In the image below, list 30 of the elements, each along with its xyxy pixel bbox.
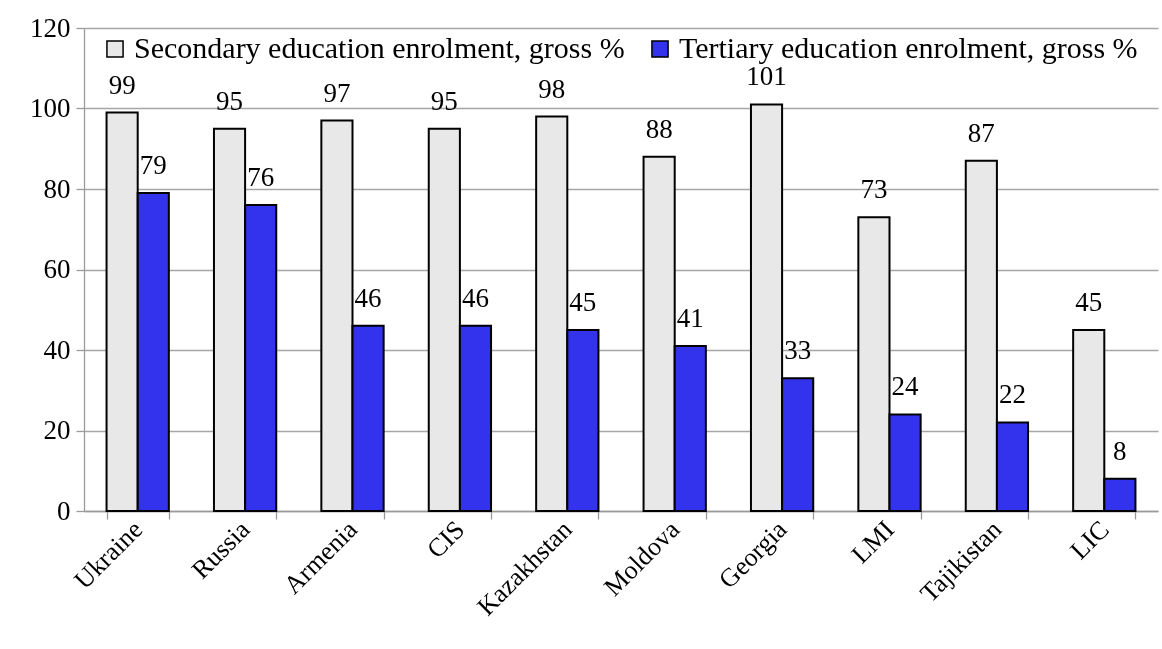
x-tick-label: CIS: [421, 514, 471, 565]
data-label: 73: [860, 174, 888, 205]
y-tick-label: 120: [30, 12, 71, 43]
data-label: 95: [216, 85, 244, 116]
y-tick-label: 0: [57, 495, 71, 526]
data-label: 98: [538, 73, 566, 104]
data-label: 46: [461, 282, 489, 313]
x-tick-label: LIC: [1064, 514, 1115, 566]
data-label: 87: [967, 117, 995, 148]
data-label: 22: [998, 379, 1026, 410]
data-label: 33: [784, 335, 812, 366]
data-label: 88: [645, 113, 673, 144]
legend-label: Secondary education enrolment, gross %: [134, 31, 625, 64]
data-label: 45: [569, 286, 597, 317]
data-label: 99: [108, 69, 136, 100]
data-label: 8: [1113, 435, 1127, 466]
y-tick-label: 100: [30, 93, 71, 123]
data-label: 24: [891, 371, 920, 402]
y-tick-label: 40: [43, 334, 71, 365]
x-tick-label: LMI: [845, 514, 900, 570]
y-tick-label: 60: [43, 254, 71, 284]
data-label: 45: [1075, 286, 1103, 317]
y-tick-label: 80: [43, 173, 71, 204]
data-label: 79: [139, 150, 167, 181]
y-tick-label: 20: [43, 415, 71, 445]
data-label: 95: [430, 85, 458, 116]
data-label: 41: [676, 302, 704, 333]
data-label: 46: [354, 282, 382, 313]
data-label: 97: [323, 77, 351, 108]
data-label: 76: [247, 162, 275, 193]
